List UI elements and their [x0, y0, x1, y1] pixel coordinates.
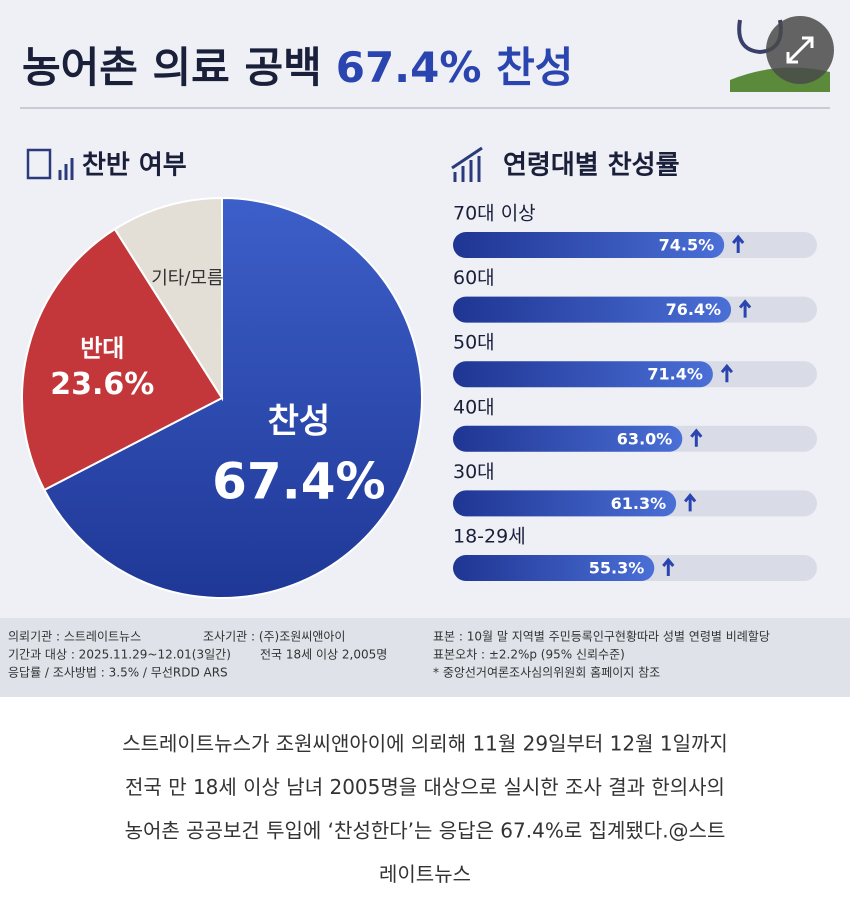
pie-label: 찬성 [268, 401, 331, 441]
footer-text: 의뢰기관 : 스트레이트뉴스 [8, 630, 141, 644]
pie-value-label: 23.6% [50, 367, 154, 402]
title-main: 농어촌 의료 공백 [22, 43, 322, 92]
bar-value-label: 74.5% [659, 236, 715, 255]
bar-value-label: 61.3% [611, 494, 667, 513]
deco-icon [730, 16, 834, 92]
title: 농어촌 의료 공백 67.4% 찬성 [22, 43, 573, 92]
bar-category: 50대 [453, 332, 495, 354]
chart-title: 찬반 여부 [82, 151, 187, 181]
footer-text: 표본 : 10월 말 지역별 주민등록인구현황따라 성별 연령별 비례할당 [433, 630, 770, 644]
footer-text: 기간과 대상 : 2025.11.29~12.01(3일간) [8, 648, 231, 662]
pie-slice [113, 196, 223, 402]
pie-slice [21, 227, 224, 492]
bar [453, 490, 677, 517]
bar-value-label: 71.4% [647, 365, 703, 384]
footer-text: 표본오차 : ±2.2%p (95% 신뢰수준) [433, 648, 625, 662]
bar [453, 361, 713, 388]
bar-value-label: 76.4% [666, 300, 722, 319]
bar [453, 555, 655, 581]
bar-category: 60대 [453, 267, 495, 289]
trend-arrow [732, 234, 745, 253]
footer-text: 전국 18세 이상 2,005명 [260, 648, 387, 662]
footer-bg [0, 618, 850, 697]
bar-value-label: 55.3% [589, 559, 645, 578]
pie-label: 기타/모름 [151, 268, 223, 289]
pie-value-label: 67.4% [212, 452, 385, 510]
bar [453, 232, 725, 258]
pie-slice [43, 196, 423, 599]
bar-category: 18-29세 [453, 526, 526, 548]
caption-line: 레이트뉴스 [379, 862, 471, 886]
bar-value-label: 63.0% [617, 429, 673, 448]
trend-arrow [662, 557, 675, 576]
bar-category: 40대 [453, 396, 495, 418]
footer-text: 조사기관 : (주)조원씨앤아이 [203, 630, 345, 644]
caption-line: 전국 만 18세 이상 남녀 2005명을 대상으로 실시한 조사 결과 한의사… [125, 775, 725, 799]
trend-arrow [683, 493, 697, 512]
footer-text: 응답률 / 조사방법 : 3.5% / 무선RDD ARS [8, 666, 228, 680]
trend-arrow [720, 363, 734, 383]
bar-category: 70대 이상 [453, 203, 536, 225]
bar [453, 425, 683, 452]
trend-arrow [738, 299, 752, 318]
heading-icons [26, 146, 483, 182]
title-highlight: 67.4% 찬성 [336, 43, 574, 92]
bar [453, 296, 732, 323]
pie-label: 반대 [80, 335, 124, 363]
chart-title: 연령대별 찬성률 [503, 151, 680, 181]
footer-text: * 중앙선거여론조사심의위원회 홈페이지 참조 [433, 666, 660, 680]
caption-line: 농어촌 공공보건 투입에 ‘찬성한다’는 응답은 67.4%로 집계됐다.@스트 [125, 819, 726, 843]
caption-line: 스트레이트뉴스가 조원씨앤아이에 의뢰해 11월 29일부터 12월 1일까지 [122, 732, 728, 756]
bar-category: 30대 [453, 461, 495, 483]
trend-arrow [690, 428, 703, 447]
